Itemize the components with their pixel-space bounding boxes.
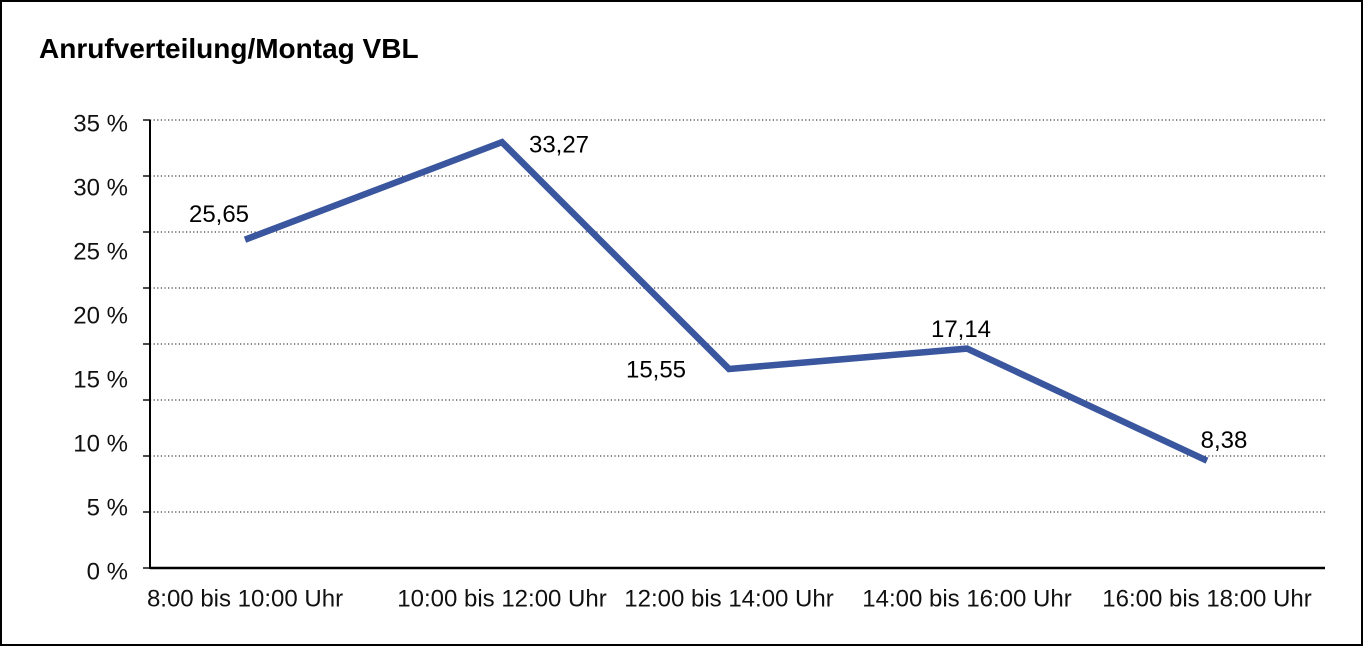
y-axis-tick-label: 35 % bbox=[73, 110, 128, 137]
x-axis-tick-label: 14:00 bis 16:00 Uhr bbox=[862, 585, 1071, 612]
data-value-label: 25,65 bbox=[189, 201, 249, 228]
data-value-label: 33,27 bbox=[529, 132, 589, 159]
y-axis-tick-label: 30 % bbox=[73, 174, 128, 201]
y-axis-tick-label: 15 % bbox=[73, 366, 128, 393]
data-value-label: 8,38 bbox=[1201, 427, 1248, 454]
x-axis-tick-label: 12:00 bis 14:00 Uhr bbox=[624, 585, 833, 612]
y-axis-tick-label: 5 % bbox=[87, 494, 128, 521]
chart-title: Anrufverteilung/Montag VBL bbox=[39, 33, 419, 64]
y-axis-tick-label: 10 % bbox=[73, 430, 128, 457]
x-axis-tick-label: 8:00 bis 10:00 Uhr bbox=[147, 585, 343, 612]
data-value-label: 15,55 bbox=[626, 356, 686, 383]
x-axis-tick-label: 10:00 bis 12:00 Uhr bbox=[397, 585, 606, 612]
y-axis-tick-label: 0 % bbox=[87, 558, 128, 585]
x-axis-tick-label: 16:00 bis 18:00 Uhr bbox=[1102, 585, 1311, 612]
y-axis-tick-label: 25 % bbox=[73, 238, 128, 265]
data-line bbox=[243, 138, 1209, 464]
y-axis-tick-label: 20 % bbox=[73, 302, 128, 329]
data-value-label: 17,14 bbox=[931, 316, 991, 343]
